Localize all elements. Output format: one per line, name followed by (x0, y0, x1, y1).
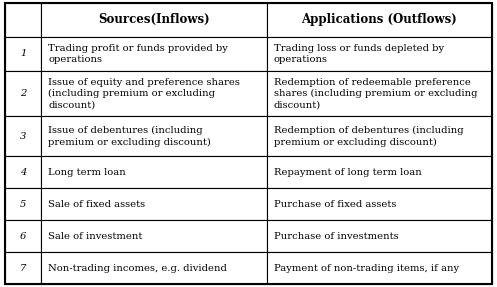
Bar (5, 3, 41, 37)
Text: Issue of debentures (including
premium or excluding discount): Issue of debentures (including premium o… (48, 126, 211, 147)
Text: Issue of equity and preference shares
(including premium or excluding
discount): Issue of equity and preference shares (i… (48, 78, 240, 109)
Bar (41, 71, 267, 117)
Bar (41, 252, 267, 284)
Text: 2: 2 (20, 89, 26, 98)
Text: Long term loan: Long term loan (48, 168, 126, 177)
Bar (41, 3, 267, 37)
Bar (267, 252, 492, 284)
Bar (267, 220, 492, 252)
Text: 1: 1 (20, 49, 26, 58)
Bar (267, 188, 492, 220)
Text: 5: 5 (20, 200, 26, 209)
Bar (5, 252, 41, 284)
Bar (5, 117, 41, 156)
Bar (267, 156, 492, 188)
Bar (5, 188, 41, 220)
Bar (5, 220, 41, 252)
Bar (5, 71, 41, 117)
Text: Non-trading incomes, e.g. dividend: Non-trading incomes, e.g. dividend (48, 264, 227, 273)
Text: 7: 7 (20, 264, 26, 273)
Bar (41, 188, 267, 220)
Text: Sale of fixed assets: Sale of fixed assets (48, 200, 146, 209)
Bar (267, 37, 492, 71)
Text: 4: 4 (20, 168, 26, 177)
Text: Redemption of debentures (including
premium or excluding discount): Redemption of debentures (including prem… (273, 126, 463, 147)
Bar (267, 71, 492, 117)
Bar (41, 156, 267, 188)
Text: 3: 3 (20, 132, 26, 141)
Text: Payment of non-trading items, if any: Payment of non-trading items, if any (273, 264, 459, 273)
Text: Purchase of investments: Purchase of investments (273, 232, 398, 241)
Text: Trading profit or funds provided by
operations: Trading profit or funds provided by oper… (48, 44, 228, 64)
Text: Applications (Outflows): Applications (Outflows) (302, 13, 457, 26)
Text: Redemption of redeemable preference
shares (including premium or excluding
disco: Redemption of redeemable preference shar… (273, 78, 477, 109)
Text: 6: 6 (20, 232, 26, 241)
Bar (267, 3, 492, 37)
Bar (267, 117, 492, 156)
Bar (5, 37, 41, 71)
Bar (5, 156, 41, 188)
Text: Sources(Inflows): Sources(Inflows) (98, 13, 210, 26)
Bar (41, 37, 267, 71)
Bar (41, 220, 267, 252)
Bar (41, 117, 267, 156)
Text: Purchase of fixed assets: Purchase of fixed assets (273, 200, 396, 209)
Text: Trading loss or funds depleted by
operations: Trading loss or funds depleted by operat… (273, 44, 444, 64)
Text: Repayment of long term loan: Repayment of long term loan (273, 168, 421, 177)
Text: Sale of investment: Sale of investment (48, 232, 143, 241)
